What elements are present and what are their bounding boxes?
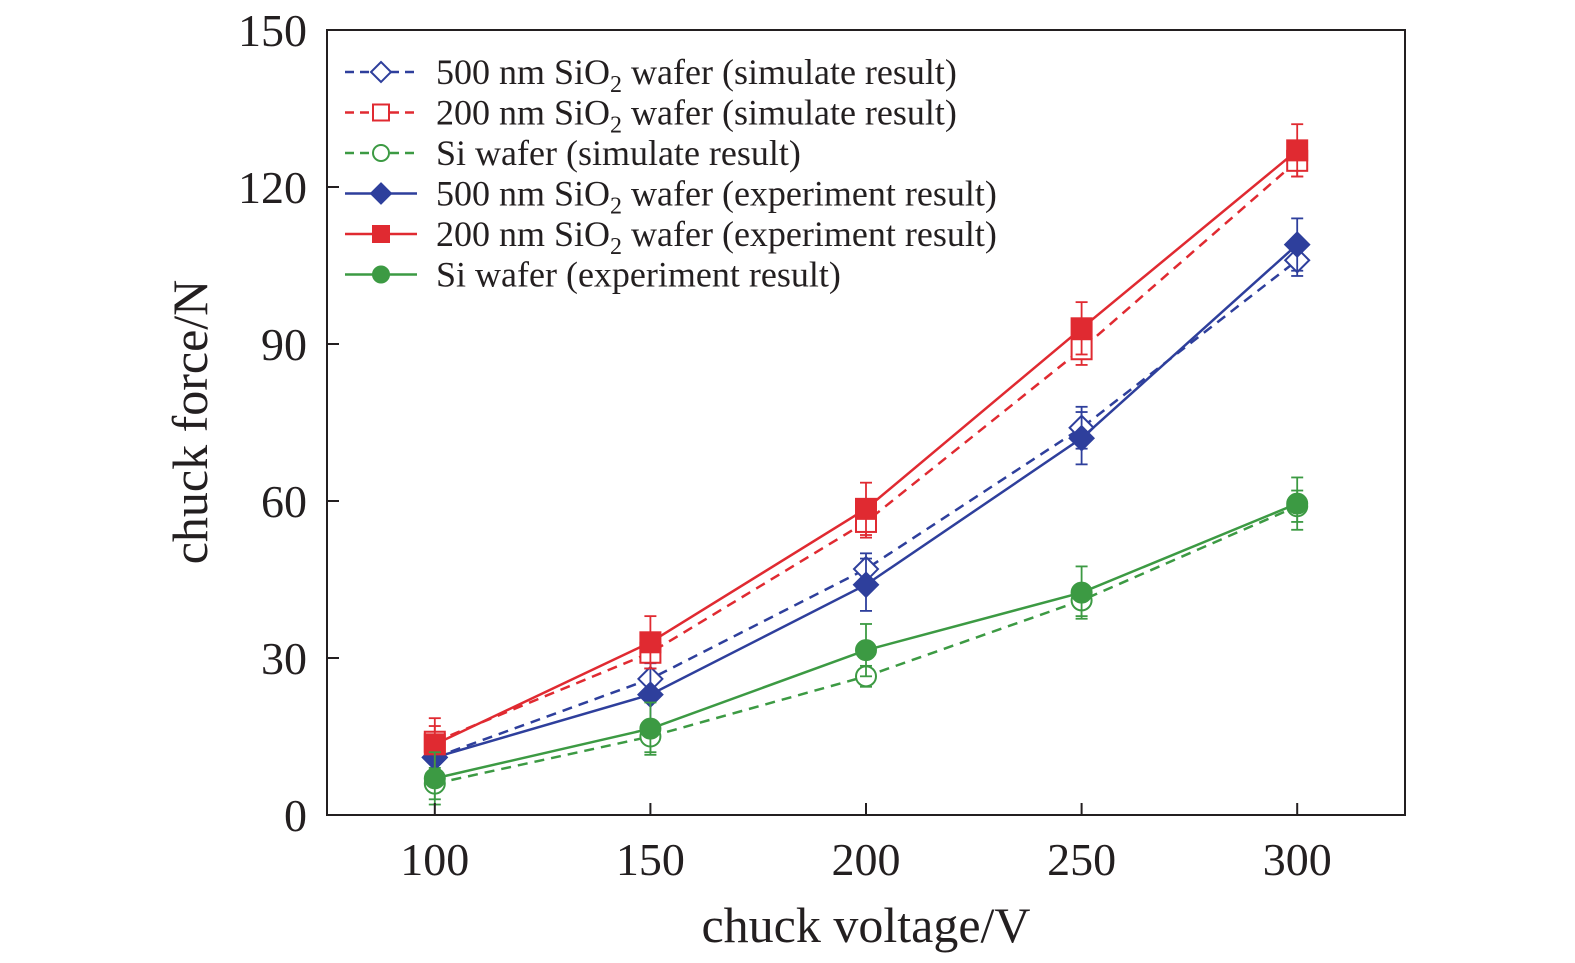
data-point — [639, 631, 662, 654]
data-point — [1283, 231, 1311, 258]
legend-label: 200 nm SiO2 wafer (experiment result) — [436, 214, 997, 260]
x-tick-label: 300 — [1263, 834, 1332, 885]
x-tick-label: 100 — [400, 834, 469, 885]
data-point — [423, 767, 446, 790]
legend-label: 200 nm SiO2 wafer (simulate result) — [436, 93, 957, 139]
y-tick-label: 120 — [238, 162, 307, 213]
legend-item: 200 nm SiO2 wafer (simulate result) — [345, 93, 957, 139]
legend-label-subscript: 2 — [610, 234, 622, 260]
data-point — [1286, 492, 1309, 515]
x-tick-label: 200 — [832, 834, 901, 885]
legend-label-subscript: 2 — [610, 72, 622, 98]
y-tick-label: 0 — [284, 790, 307, 841]
legend-item: 200 nm SiO2 wafer (experiment result) — [345, 214, 997, 260]
legend-label-main: 500 nm SiO — [436, 174, 610, 214]
legend-label-main: 500 nm SiO — [436, 52, 610, 92]
legend-marker — [369, 182, 393, 205]
y-tick-label: 30 — [261, 633, 307, 684]
legend-label-main: 200 nm SiO — [436, 214, 610, 254]
legend-label: Si wafer (experiment result) — [436, 255, 841, 295]
series-5 — [423, 476, 1309, 806]
y-axis-label: chuck force/N — [162, 280, 218, 565]
legend-label-subscript: 2 — [610, 194, 622, 220]
data-point — [639, 717, 662, 740]
legend-item: Si wafer (simulate result) — [345, 133, 801, 173]
x-axis: 100 150 200 250 300 — [400, 803, 1332, 885]
data-point — [852, 571, 880, 599]
y-tick-label: 150 — [238, 5, 307, 56]
legend-marker — [372, 225, 390, 243]
series-layer — [421, 123, 1311, 806]
legend-label-rest: wafer (simulate result) — [622, 52, 957, 92]
legend-marker — [369, 60, 393, 84]
data-point — [1070, 581, 1093, 604]
legend-label-main: Si wafer (experiment result) — [436, 255, 841, 295]
y-tick-label: 90 — [261, 319, 307, 370]
legend-item: 500 nm SiO2 wafer (simulate result) — [345, 52, 957, 98]
legend-marker — [372, 265, 390, 284]
x-tick-label: 150 — [616, 834, 685, 885]
legend-item: 500 nm SiO2 wafer (experiment result) — [345, 174, 997, 220]
y-axis: 0 30 60 90 120 150 — [238, 5, 339, 841]
legend-label-main: Si wafer (simulate result) — [436, 133, 801, 173]
data-point — [1068, 424, 1096, 452]
x-tick-label: 250 — [1047, 834, 1116, 885]
legend-marker — [372, 144, 390, 162]
data-point — [855, 497, 877, 520]
legend-label: 500 nm SiO2 wafer (simulate result) — [436, 52, 957, 98]
series-3 — [421, 217, 1311, 780]
legend-label-rest: wafer (simulate result) — [622, 93, 957, 133]
legend-label: 500 nm SiO2 wafer (experiment result) — [436, 174, 997, 220]
data-point — [855, 639, 877, 662]
series-line — [434, 259, 1298, 759]
legend-label-rest: wafer (experiment result) — [622, 174, 997, 214]
y-tick-label: 60 — [261, 476, 307, 527]
legend-label-main: 200 nm SiO — [436, 93, 610, 133]
legend-label-subscript: 2 — [610, 113, 622, 139]
legend-marker — [372, 103, 390, 122]
legend-label-rest: wafer (experiment result) — [622, 214, 997, 254]
data-point — [1286, 139, 1309, 162]
x-axis-label: chuck voltage/V — [701, 897, 1030, 953]
legend: 500 nm SiO2 wafer (simulate result)200 n… — [345, 52, 997, 295]
data-point — [1070, 317, 1093, 340]
legend-label: Si wafer (simulate result) — [436, 133, 801, 173]
legend-item: Si wafer (experiment result) — [345, 255, 841, 295]
